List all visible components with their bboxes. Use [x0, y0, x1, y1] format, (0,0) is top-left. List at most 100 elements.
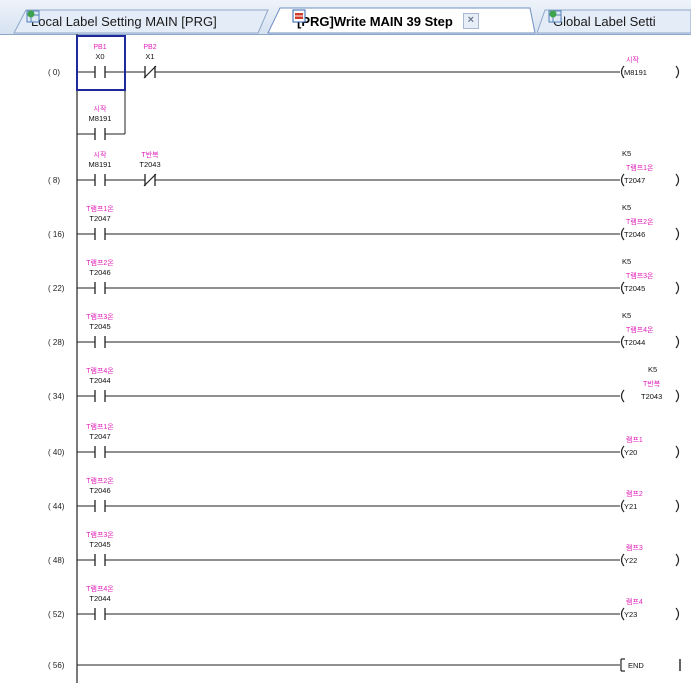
- contact-gap: [95, 128, 105, 140]
- end-instruction: END: [628, 661, 644, 670]
- coil-close-paren[interactable]: [675, 553, 680, 567]
- contact-device: T2045: [89, 540, 110, 549]
- step-number: ( 22): [48, 284, 65, 293]
- contact-device: X0: [95, 52, 104, 61]
- contact-comment: 시작: [94, 150, 107, 159]
- coil-comment: T반복: [643, 379, 661, 388]
- contact-device: X1: [145, 52, 154, 61]
- contact-device: T2046: [89, 486, 110, 495]
- contact-device: T2043: [139, 160, 160, 169]
- contact-device: T2044: [89, 594, 110, 603]
- coil-open-paren[interactable]: [620, 65, 625, 79]
- coil-open-paren[interactable]: [620, 227, 625, 241]
- coil-device: T2043: [641, 392, 662, 401]
- contact-gap: [95, 174, 105, 186]
- close-tab-icon[interactable]: ×: [462, 13, 479, 29]
- tab-local-label-setting[interactable]: Local Label Setting MAIN [PRG]: [26, 9, 217, 33]
- coil-comment: T램프3온: [626, 272, 654, 280]
- coil-open-paren[interactable]: [620, 553, 625, 567]
- contact-comment: T반복: [141, 150, 159, 159]
- step-number: ( 44): [48, 502, 65, 511]
- contact-gap: [95, 390, 105, 402]
- coil-device: Y21: [624, 502, 637, 511]
- tab-label: Global Label Setti: [553, 13, 656, 29]
- coil-close-paren[interactable]: [675, 281, 680, 295]
- contact-gap: [95, 446, 105, 458]
- contact-comment: T램프2온: [86, 477, 114, 485]
- contact-gap: [95, 500, 105, 512]
- contact-device: T2045: [89, 322, 110, 331]
- contact-gap: [95, 554, 105, 566]
- coil-device: Y22: [624, 556, 637, 565]
- coil-close-paren[interactable]: [675, 389, 680, 403]
- coil-device: Y20: [624, 448, 637, 457]
- nc-slash: [143, 173, 157, 187]
- contact-device: T2044: [89, 376, 110, 385]
- coil-comment: T램프2온: [626, 218, 654, 226]
- coil-close-paren[interactable]: [675, 227, 680, 241]
- contact-comment: T램프4온: [86, 585, 114, 593]
- coil-device: T2046: [624, 230, 645, 239]
- tab-prg-write-main[interactable]: [PRG]Write MAIN 39 Step ×: [292, 9, 479, 33]
- contact-gap: [95, 336, 105, 348]
- contact-device: M8191: [89, 160, 112, 169]
- coil-close-paren[interactable]: [675, 607, 680, 621]
- coil-device: T2044: [624, 338, 645, 347]
- step-number: ( 0): [48, 68, 60, 77]
- contact-comment: PB1: [93, 44, 106, 51]
- coil-comment: 시작: [626, 55, 639, 64]
- branch-device: M8191: [89, 114, 112, 123]
- timer-setpoint: K5: [622, 257, 631, 266]
- coil-close-paren[interactable]: [675, 65, 680, 79]
- coil-open-paren[interactable]: [620, 389, 625, 403]
- coil-close-paren[interactable]: [675, 335, 680, 349]
- contact-comment: T램프4온: [86, 367, 114, 375]
- coil-open-paren[interactable]: [620, 335, 625, 349]
- tab-label: [PRG]Write MAIN 39 Step: [297, 13, 453, 29]
- step-number: ( 48): [48, 556, 65, 565]
- contact-gap: [95, 228, 105, 240]
- tab-label: Local Label Setting MAIN [PRG]: [31, 13, 217, 29]
- timer-setpoint: K5: [622, 311, 631, 320]
- contact-comment: T램프3온: [86, 531, 114, 539]
- coil-device: M8191: [624, 68, 647, 77]
- coil-open-paren[interactable]: [620, 499, 625, 513]
- contact-comment: T램프2온: [86, 259, 114, 267]
- coil-open-paren[interactable]: [620, 281, 625, 295]
- timer-setpoint: K5: [622, 203, 631, 212]
- editor-tab-bar: Local Label Setting MAIN [PRG] [PRG]Writ…: [0, 0, 691, 35]
- contact-gap: [95, 608, 105, 620]
- contact-device: T2047: [89, 214, 110, 223]
- contact-comment: PB2: [143, 44, 156, 51]
- timer-setpoint: K5: [622, 149, 631, 158]
- step-number: ( 52): [48, 610, 65, 619]
- coil-open-paren[interactable]: [620, 445, 625, 459]
- coil-device: T2047: [624, 176, 645, 185]
- coil-close-paren[interactable]: [675, 445, 680, 459]
- branch-comment: 시작: [94, 104, 107, 113]
- selection-cursor: [76, 35, 126, 91]
- timer-setpoint: K5: [648, 365, 657, 374]
- contact-comment: T램프1온: [86, 423, 114, 431]
- nc-slash: [143, 65, 157, 79]
- step-number: ( 28): [48, 338, 65, 347]
- coil-open-paren[interactable]: [620, 607, 625, 621]
- coil-device: T2045: [624, 284, 645, 293]
- contact-comment: T램프1온: [86, 205, 114, 213]
- step-number: ( 34): [48, 392, 65, 401]
- coil-close-paren[interactable]: [675, 173, 680, 187]
- step-number: ( 8): [48, 176, 60, 185]
- coil-device: Y23: [624, 610, 637, 619]
- contact-device: T2046: [89, 268, 110, 277]
- step-number: ( 16): [48, 230, 65, 239]
- coil-comment: 램프3: [626, 544, 643, 552]
- tab-global-label-setting[interactable]: Global Label Setti: [548, 9, 656, 33]
- coil-comment: 램프1: [626, 436, 643, 444]
- step-number: ( 56): [48, 661, 65, 670]
- contact-gap: [95, 282, 105, 294]
- coil-close-paren[interactable]: [675, 499, 680, 513]
- contact-comment: T램프3온: [86, 313, 114, 321]
- coil-open-paren[interactable]: [620, 173, 625, 187]
- coil-comment: 램프2: [626, 490, 643, 498]
